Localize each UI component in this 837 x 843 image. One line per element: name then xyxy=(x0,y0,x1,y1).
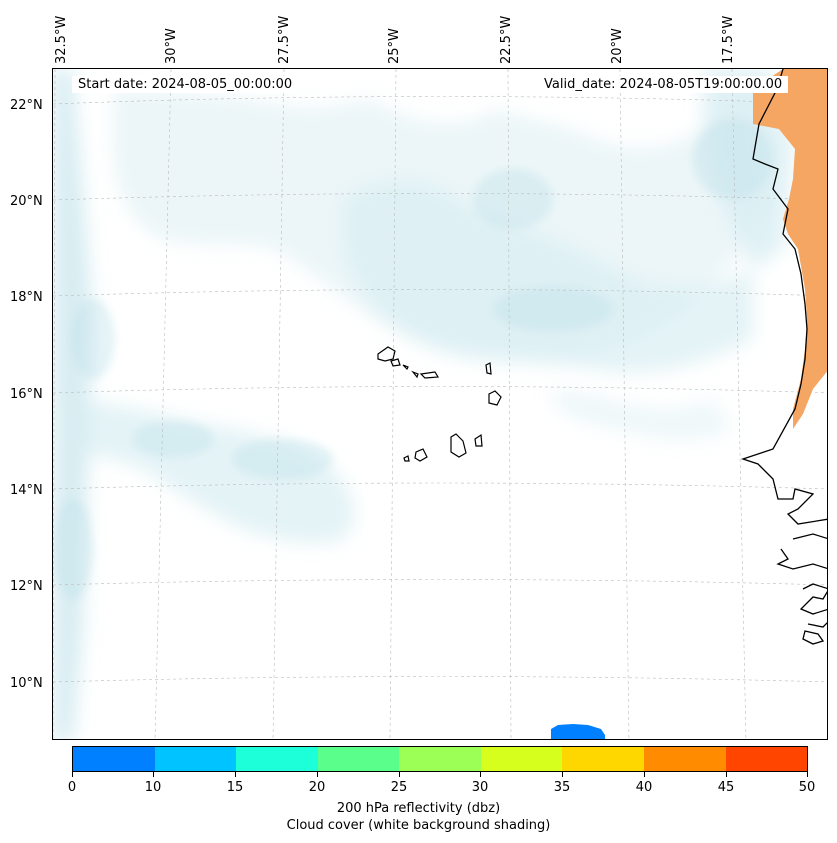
colorbar-tick-label: 10 xyxy=(144,780,162,795)
colorbar-tick xyxy=(562,772,563,777)
colorbar-tick-label: 35 xyxy=(553,780,571,795)
lat-label-10n: 10°N xyxy=(10,676,43,691)
colorbar-tick-label: 45 xyxy=(717,780,735,795)
colorbar-tick xyxy=(644,772,645,777)
colorbar-tick-label: 50 xyxy=(798,780,816,795)
colorbar-tick xyxy=(807,772,808,777)
lat-label-18n: 18°N xyxy=(10,290,43,305)
coastline xyxy=(740,69,827,645)
africa-land xyxy=(753,69,827,429)
lat-label-20n: 20°N xyxy=(10,194,43,209)
gridlines xyxy=(53,69,827,739)
colorbar-label: 200 hPa reflectivity (dbz) xyxy=(336,801,501,816)
start-date-label: Start date: 2024-08-05_00:00:00 xyxy=(72,76,299,93)
colorbar-tick xyxy=(72,772,73,777)
lon-label-22-5w: 22.5°W xyxy=(499,15,514,64)
lon-label-20w: 20°W xyxy=(610,28,625,64)
colorbar-segment xyxy=(725,747,808,771)
cape-verde-islands xyxy=(377,346,502,462)
lon-label-25w: 25°W xyxy=(387,28,402,64)
colorbar-tick xyxy=(153,772,154,777)
colorbar-segment xyxy=(562,747,644,771)
colorbar-tick-label: 0 xyxy=(67,780,77,795)
reflectivity-colorbar xyxy=(72,746,808,772)
map-panel[interactable] xyxy=(52,68,828,740)
colorbar-tick-label: 15 xyxy=(226,780,244,795)
map-canvas xyxy=(53,69,827,739)
colorbar-tick xyxy=(726,772,727,777)
colorbar-tick-label: 40 xyxy=(635,780,653,795)
colorbar-segment xyxy=(154,747,237,771)
lon-label-17-5w: 17.5°W xyxy=(721,15,736,64)
lon-label-27-5w: 27.5°W xyxy=(277,15,292,64)
lat-label-12n: 12°N xyxy=(10,579,43,594)
cloud-texture xyxy=(53,119,773,599)
colorbar-segment xyxy=(399,747,481,771)
reflectivity-cell xyxy=(551,724,605,739)
lat-label-14n: 14°N xyxy=(10,483,43,498)
colorbar-tick-label: 20 xyxy=(308,780,326,795)
cloud-cover-shading xyxy=(53,69,793,739)
colorbar-tick xyxy=(235,772,236,777)
colorbar-segment xyxy=(73,747,155,771)
colorbar-tick xyxy=(399,772,400,777)
colorbar-segment xyxy=(236,747,318,771)
colorbar-tick xyxy=(480,772,481,777)
lat-label-22n: 22°N xyxy=(10,98,43,113)
colorbar-segment xyxy=(480,747,563,771)
lon-label-32-5w: 32.5°W xyxy=(54,15,69,64)
colorbar-tick xyxy=(317,772,318,777)
lon-label-30w: 30°W xyxy=(164,28,179,64)
colorbar-segment xyxy=(317,747,400,771)
valid-date-label: Valid_date: 2024-08-05T19:00:00.00 xyxy=(538,76,789,93)
colorbar-tick-label: 30 xyxy=(471,780,489,795)
colorbar-segment xyxy=(643,747,726,771)
colorbar-tick-label: 25 xyxy=(390,780,408,795)
lat-label-16n: 16°N xyxy=(10,387,43,402)
colorbar-sublabel: Cloud cover (white background shading) xyxy=(286,818,551,833)
